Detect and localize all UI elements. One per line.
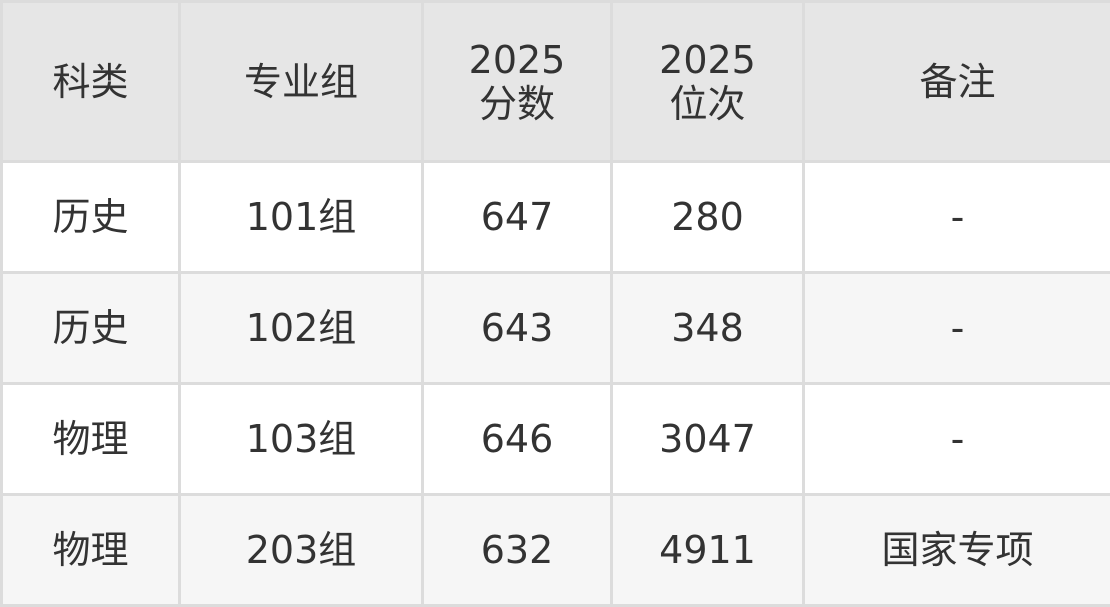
cell-rank: 348 [612, 273, 804, 384]
cell-score: 646 [423, 384, 612, 495]
header-notes: 备注 [804, 2, 1110, 162]
table-row: 物理 203组 632 4911 国家专项 [2, 495, 1110, 606]
cell-notes: - [804, 273, 1110, 384]
cell-rank: 4911 [612, 495, 804, 606]
cell-score: 643 [423, 273, 612, 384]
cell-score: 632 [423, 495, 612, 606]
cell-rank: 3047 [612, 384, 804, 495]
cell-notes: - [804, 384, 1110, 495]
cell-score: 647 [423, 162, 612, 273]
cell-category: 物理 [2, 384, 180, 495]
cell-notes: 国家专项 [804, 495, 1110, 606]
header-subject-category: 科类 [2, 2, 180, 162]
table-row: 物理 103组 646 3047 - [2, 384, 1110, 495]
header-major-group: 专业组 [180, 2, 423, 162]
table-row: 历史 102组 643 348 - [2, 273, 1110, 384]
cell-group: 203组 [180, 495, 423, 606]
cell-group: 101组 [180, 162, 423, 273]
header-text: 分数 [424, 82, 610, 126]
header-text: 位次 [613, 82, 802, 126]
cell-notes: - [804, 162, 1110, 273]
cell-category: 历史 [2, 273, 180, 384]
header-text: 备注 [805, 60, 1110, 104]
cell-group: 102组 [180, 273, 423, 384]
header-text: 科类 [3, 60, 178, 104]
header-text: 2025 [424, 38, 610, 82]
cell-category: 物理 [2, 495, 180, 606]
cell-rank: 280 [612, 162, 804, 273]
header-text: 2025 [613, 38, 802, 82]
header-text: 专业组 [181, 60, 421, 104]
cell-category: 历史 [2, 162, 180, 273]
cell-group: 103组 [180, 384, 423, 495]
table-row: 历史 101组 647 280 - [2, 162, 1110, 273]
